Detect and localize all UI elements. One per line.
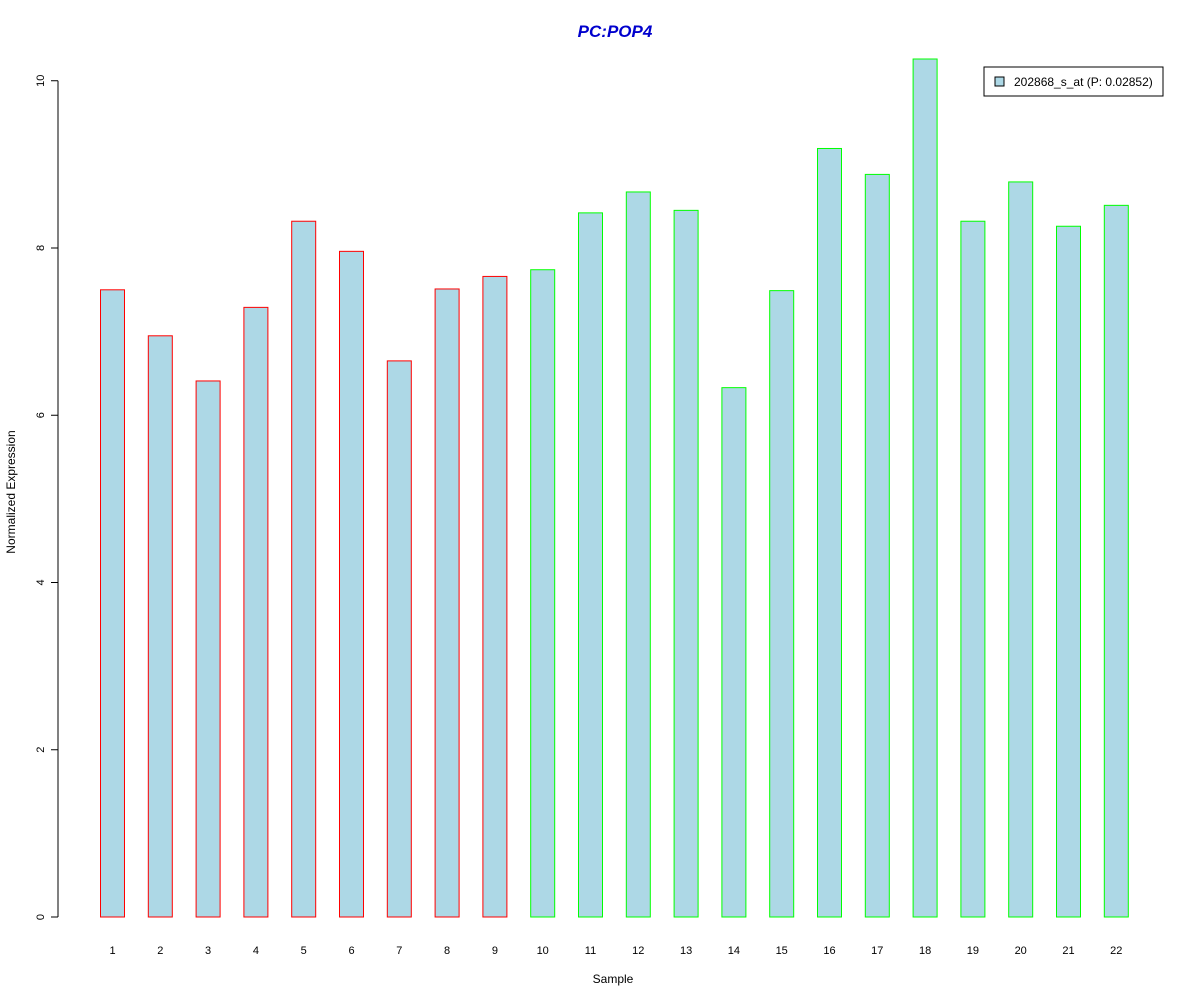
y-tick-label: 10 (35, 75, 47, 87)
x-tick-label: 21 (1062, 945, 1074, 957)
x-tick-label: 11 (585, 945, 596, 957)
bar-sample-19 (960, 220, 986, 918)
bar-sample-9 (482, 275, 508, 918)
x-tick-label: 6 (348, 945, 354, 957)
x-tick-label: 22 (1110, 945, 1122, 957)
y-axis: 0 2 4 6 8 10 (35, 75, 59, 920)
chart-title: PC:POP4 (578, 22, 653, 41)
bar-sample-4 (243, 306, 269, 918)
bar-sample-1 (100, 289, 125, 918)
legend-box (983, 66, 1164, 97)
x-tick-label: 20 (1015, 945, 1027, 957)
x-tick-label: 13 (680, 945, 692, 957)
bar-sample-8 (434, 288, 460, 918)
bar-sample-13 (673, 209, 699, 918)
x-tick-label: 9 (492, 945, 498, 957)
x-tick-label: 18 (919, 945, 931, 957)
x-tick-label: 8 (444, 945, 450, 957)
x-tick-label: 10 (537, 945, 549, 957)
bar-sample-2 (147, 335, 173, 918)
bars (100, 58, 1129, 918)
bar-sample-12 (625, 191, 651, 918)
y-tick-label: 0 (35, 914, 47, 920)
bar-sample-16 (817, 147, 842, 918)
y-tick-label: 6 (35, 412, 47, 418)
bar-sample-15 (769, 290, 795, 918)
x-tick-label: 12 (632, 945, 644, 957)
y-axis-label: Normalized Expression (4, 430, 18, 553)
bar-sample-14 (721, 387, 747, 918)
x-tick-label: 4 (253, 945, 259, 957)
bar-sample-6 (339, 250, 364, 918)
y-tick-label: 4 (35, 579, 47, 585)
x-tick-label: 15 (776, 945, 788, 957)
x-tick-label: 19 (967, 945, 979, 957)
bar-sample-3 (195, 380, 221, 918)
x-tick-label: 5 (301, 945, 307, 957)
bar-sample-7 (386, 360, 412, 918)
y-tick-label: 8 (35, 245, 47, 251)
x-tick-label: 2 (157, 945, 163, 957)
y-tick-label: 2 (35, 747, 47, 753)
bar-sample-20 (1008, 181, 1034, 918)
x-tick-label: 3 (205, 945, 211, 957)
x-axis-label: Sample (593, 972, 634, 986)
bar-sample-5 (291, 220, 317, 918)
x-tick-label: 1 (109, 945, 115, 957)
x-tick-label: 14 (728, 945, 740, 957)
legend-swatch (994, 76, 1005, 87)
x-tick-label: 16 (823, 945, 835, 957)
legend: 202868_s_at (P: 0.02852) (983, 66, 1164, 97)
legend-label: 202868_s_at (P: 0.02852) (1014, 75, 1153, 89)
x-tick-label: 7 (396, 945, 402, 957)
x-tick-label: 17 (871, 945, 883, 957)
bar-sample-18 (912, 58, 938, 918)
bar-sample-10 (530, 269, 556, 918)
bar-sample-11 (578, 212, 603, 918)
bar-sample-21 (1056, 225, 1081, 918)
bar-sample-17 (864, 173, 890, 918)
bar-sample-22 (1103, 204, 1129, 918)
x-tick-labels: 1 2 3 4 5 6 7 8 9 10 11 12 13 14 15 16 17 18 19 20 21 22 (109, 945, 1122, 957)
